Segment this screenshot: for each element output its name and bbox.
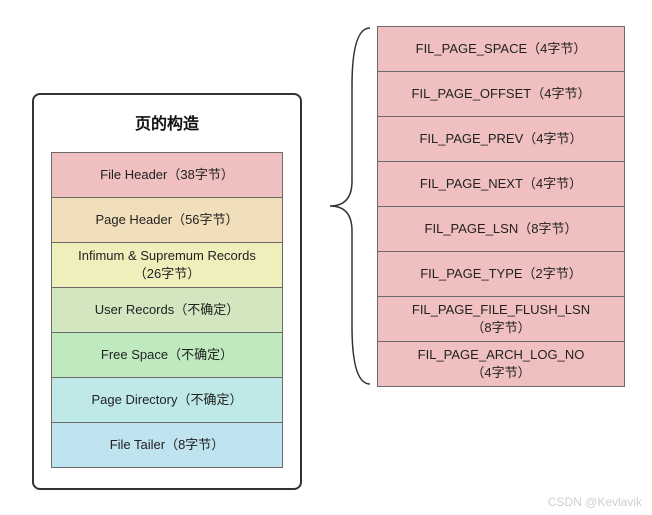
page-structure-row: Page Header（56字节） xyxy=(51,197,283,243)
file-header-field-row: FIL_PAGE_NEXT（4字节） xyxy=(377,161,625,207)
page-structure-rows: File Header（38字节）Page Header（56字节）Infimu… xyxy=(51,152,283,468)
page-structure-row: File Tailer（8字节） xyxy=(51,422,283,468)
file-header-field-row: FIL_PAGE_OFFSET（4字节） xyxy=(377,71,625,117)
watermark: CSDN @Kevlavik xyxy=(548,495,642,509)
file-header-field-row: FIL_PAGE_ARCH_LOG_NO （4字节） xyxy=(377,341,625,387)
file-header-field-row: FIL_PAGE_LSN（8字节） xyxy=(377,206,625,252)
page-structure-panel: 页的构造 File Header（38字节）Page Header（56字节）I… xyxy=(32,93,302,490)
file-header-field-row: FIL_PAGE_FILE_FLUSH_LSN （8字节） xyxy=(377,296,625,342)
page-structure-row: User Records（不确定） xyxy=(51,287,283,333)
file-header-field-row: FIL_PAGE_PREV（4字节） xyxy=(377,116,625,162)
page-structure-row: Page Directory（不确定） xyxy=(51,377,283,423)
file-header-field-row: FIL_PAGE_SPACE（4字节） xyxy=(377,26,625,72)
file-header-field-row: FIL_PAGE_TYPE（2字节） xyxy=(377,251,625,297)
file-header-detail-rows: FIL_PAGE_SPACE（4字节）FIL_PAGE_OFFSET（4字节）F… xyxy=(377,26,625,387)
expansion-bracket xyxy=(315,26,375,386)
page-structure-title: 页的构造 xyxy=(51,110,283,134)
page-structure-row: Infimum & Supremum Records （26字节） xyxy=(51,242,283,288)
page-structure-row: File Header（38字节） xyxy=(51,152,283,198)
file-header-detail-panel: FIL_PAGE_SPACE（4字节）FIL_PAGE_OFFSET（4字节）F… xyxy=(377,26,625,387)
page-structure-row: Free Space（不确定） xyxy=(51,332,283,378)
